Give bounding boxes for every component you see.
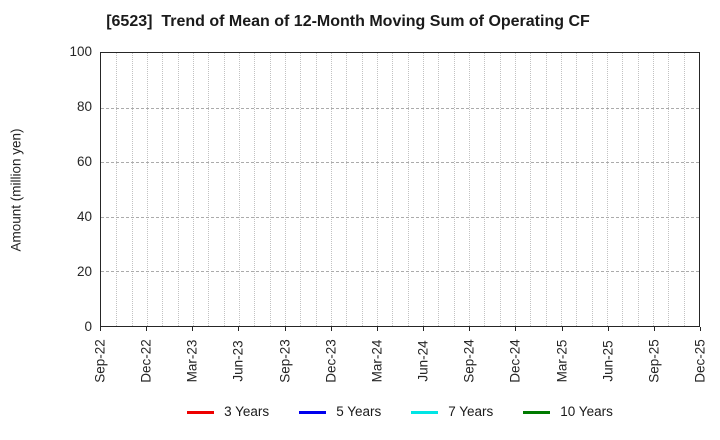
legend: 3 Years 5 Years 7 Years 10 Years xyxy=(100,404,700,420)
legend-label: 7 Years xyxy=(448,404,494,419)
x-axis-tick-mark xyxy=(100,327,101,331)
y-axis-tick-label: 20 xyxy=(76,264,92,279)
x-axis-tick-label: Jun-24 xyxy=(415,340,431,382)
x-axis-tick-mark xyxy=(423,327,425,331)
vertical-gridline xyxy=(285,53,286,326)
x-axis-tick-label: Dec-24 xyxy=(507,339,523,383)
vertical-gridline xyxy=(683,53,685,326)
vertical-gridline xyxy=(561,53,562,326)
legend-line-swatch xyxy=(523,410,551,414)
horizontal-gridline xyxy=(101,216,699,218)
chart-title: [6523] Trend of Mean of 12-Month Moving … xyxy=(106,13,590,30)
legend-item-10-years: 10 Years xyxy=(523,404,613,420)
legend-label: 3 Years xyxy=(224,404,270,419)
x-axis-tick-label: Mar-23 xyxy=(184,339,200,383)
x-axis-tick-label: Sep-25 xyxy=(646,339,662,383)
vertical-gridline xyxy=(116,53,118,326)
vertical-gridline xyxy=(591,53,593,326)
y-axis-tick-label: 60 xyxy=(76,154,92,169)
legend-item-7-years: 7 Years xyxy=(411,404,493,420)
vertical-gridline xyxy=(622,53,624,326)
vertical-gridline xyxy=(668,53,670,326)
x-axis-tick-mark xyxy=(515,327,517,331)
vertical-gridline xyxy=(131,53,133,326)
legend-line-swatch xyxy=(187,410,215,414)
x-axis-tick-label: Sep-23 xyxy=(277,339,293,383)
vertical-gridline xyxy=(162,53,164,326)
x-axis-tick-mark xyxy=(700,327,701,331)
vertical-gridline xyxy=(499,53,501,326)
vertical-gridline xyxy=(361,53,363,326)
x-axis-tick-mark xyxy=(561,327,563,331)
x-axis-tick-mark xyxy=(146,327,148,331)
x-axis-tick-label: Sep-22 xyxy=(92,339,108,383)
x-axis-tick-mark xyxy=(469,327,471,331)
vertical-gridline xyxy=(239,53,240,326)
vertical-gridline xyxy=(193,53,194,326)
legend-label: 5 Years xyxy=(336,404,382,419)
vertical-gridline xyxy=(331,53,332,326)
vertical-gridline xyxy=(300,53,302,326)
x-axis-tick-mark xyxy=(330,327,332,331)
vertical-gridline xyxy=(377,53,378,326)
vertical-gridline xyxy=(269,53,271,326)
vertical-gridline xyxy=(453,53,455,326)
horizontal-gridline xyxy=(101,271,699,273)
legend-item-5-years: 5 Years xyxy=(299,404,381,420)
vertical-gridline xyxy=(147,53,148,326)
vertical-gridline xyxy=(469,53,470,326)
x-axis-tick-mark xyxy=(192,327,194,331)
vertical-gridline xyxy=(637,53,639,326)
x-axis-tick-mark xyxy=(653,327,655,331)
vertical-gridline xyxy=(254,53,256,326)
vertical-gridline xyxy=(438,53,440,326)
vertical-gridline xyxy=(346,53,348,326)
vertical-gridline xyxy=(653,53,654,326)
y-axis-tick-label: 100 xyxy=(69,44,92,59)
vertical-gridline xyxy=(407,53,409,326)
y-axis-tick-label: 40 xyxy=(76,209,92,224)
vertical-gridline xyxy=(484,53,486,326)
x-axis-tick-label: Mar-25 xyxy=(554,339,570,383)
x-axis-tick-label: Jun-23 xyxy=(230,340,246,382)
legend-line-swatch xyxy=(299,410,327,414)
x-axis-tick-label: Sep-24 xyxy=(461,339,477,383)
x-axis-tick-label: Dec-22 xyxy=(138,339,154,383)
vertical-gridline xyxy=(530,53,532,326)
vertical-gridline xyxy=(576,53,578,326)
horizontal-gridline xyxy=(101,162,699,164)
horizontal-gridline xyxy=(101,107,699,109)
x-axis-tick-mark xyxy=(284,327,286,331)
legend-label: 10 Years xyxy=(560,404,613,419)
x-axis-tick-label: Dec-23 xyxy=(323,339,339,383)
y-axis-tick-label: 80 xyxy=(76,99,92,114)
plot-area xyxy=(100,52,700,327)
x-axis-tick-label: Dec-25 xyxy=(692,339,708,383)
vertical-gridline xyxy=(315,53,317,326)
vertical-gridline xyxy=(515,53,516,326)
legend-line-swatch xyxy=(411,410,439,414)
x-axis-tick-label: Jun-25 xyxy=(600,340,616,382)
y-axis-tick-label: 0 xyxy=(84,319,92,334)
vertical-gridline xyxy=(392,53,394,326)
vertical-gridline xyxy=(423,53,424,326)
legend-item-3-years: 3 Years xyxy=(187,404,269,420)
vertical-gridline xyxy=(177,53,179,326)
x-axis-tick-mark xyxy=(238,327,240,331)
x-axis-tick-mark xyxy=(607,327,609,331)
y-axis-label: Amount (million yen) xyxy=(8,128,24,252)
vertical-gridline xyxy=(208,53,210,326)
vertical-gridline xyxy=(223,53,225,326)
vertical-gridline xyxy=(545,53,547,326)
vertical-gridline xyxy=(607,53,608,326)
x-axis-tick-mark xyxy=(376,327,378,331)
x-axis-tick-label: Mar-24 xyxy=(369,339,385,383)
